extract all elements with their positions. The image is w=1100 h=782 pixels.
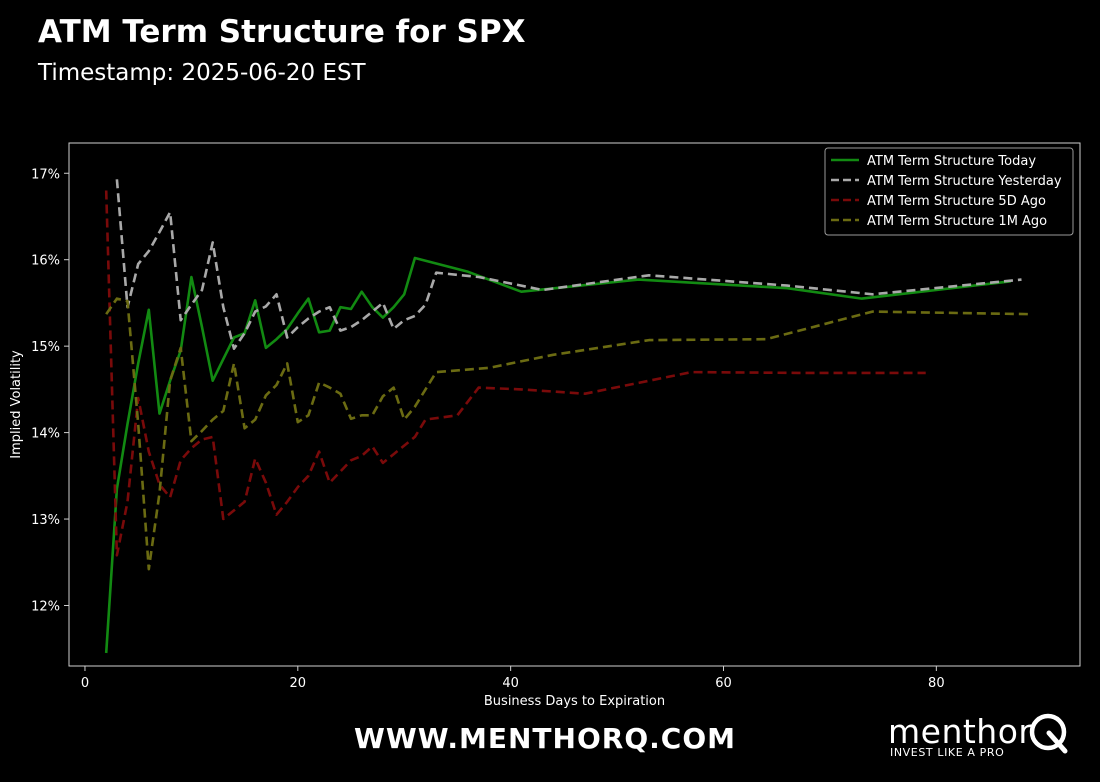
y-tick-label: 17% xyxy=(31,167,60,182)
legend-box xyxy=(824,147,1074,236)
series-line-1 xyxy=(115,179,1022,351)
y-tick-label: 15% xyxy=(31,340,60,355)
x-tick-label: 80 xyxy=(928,676,945,691)
legend: ATM Term Structure Today ATM Term Structu… xyxy=(824,147,1074,236)
menthorq-logo: menthor INVEST LIKE A PRO xyxy=(888,712,1088,762)
x-tick-label: 0 xyxy=(81,676,89,691)
series-line-2 xyxy=(104,190,926,557)
y-tick-label: 14% xyxy=(31,427,60,442)
legend-label-3: ATM Term Structure 1M Ago xyxy=(867,214,1047,229)
plot-marks xyxy=(104,179,1033,654)
y-tick-label: 13% xyxy=(31,513,60,528)
y-axis-label: Implied Volatility xyxy=(9,350,24,459)
website-url[interactable]: WWW.MENTHORQ.COM xyxy=(354,722,736,755)
x-tick-label: 20 xyxy=(290,676,307,691)
legend-label-2: ATM Term Structure 5D Ago xyxy=(867,194,1046,209)
plot-frame xyxy=(68,142,1081,667)
chart-subtitle: Timestamp: 2025-06-20 EST xyxy=(38,60,366,86)
y-tick-label: 16% xyxy=(31,254,60,269)
x-tick-label: 60 xyxy=(715,676,732,691)
logo-tagline: INVEST LIKE A PRO xyxy=(890,746,1005,759)
legend-label-1: ATM Term Structure Yesterday xyxy=(867,174,1062,189)
y-tick-label: 12% xyxy=(31,599,60,614)
x-tick-label: 40 xyxy=(502,676,519,691)
series-line-3 xyxy=(105,297,1033,571)
legend-label-0: ATM Term Structure Today xyxy=(867,154,1036,169)
x-axis-label: Business Days to Expiration xyxy=(484,694,665,709)
chart-title: ATM Term Structure for SPX xyxy=(38,14,526,50)
logo-wordmark: menthor xyxy=(888,712,1033,751)
axes-layer: 0 20 40 60 80 12% 13% 14% 15% 16% 17% Business Days… xyxy=(9,142,1081,709)
series-line-0 xyxy=(104,256,1011,654)
q-logo-icon xyxy=(1029,713,1068,754)
